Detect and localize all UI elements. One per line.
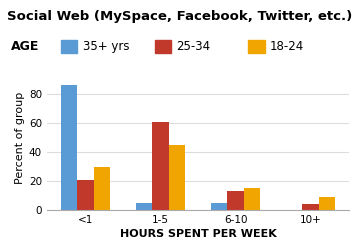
Bar	[244, 188, 260, 210]
Bar	[152, 122, 169, 210]
Y-axis label: Percent of group: Percent of group	[15, 91, 24, 184]
Bar	[302, 204, 319, 210]
Bar	[211, 203, 227, 210]
Text: 18-24: 18-24	[270, 40, 304, 53]
X-axis label: HOURS SPENT PER WEEK: HOURS SPENT PER WEEK	[120, 229, 276, 239]
Text: Social Web (MySpace, Facebook, Twitter, etc.): Social Web (MySpace, Facebook, Twitter, …	[7, 10, 353, 23]
Bar	[60, 85, 77, 210]
Text: 25-34: 25-34	[176, 40, 211, 53]
Bar	[319, 197, 336, 210]
Bar	[169, 145, 185, 210]
Text: 35+ yrs: 35+ yrs	[83, 40, 129, 53]
Bar	[94, 166, 110, 210]
Bar	[136, 203, 152, 210]
Text: AGE: AGE	[11, 40, 39, 53]
Bar	[227, 191, 244, 210]
Bar	[77, 180, 94, 210]
